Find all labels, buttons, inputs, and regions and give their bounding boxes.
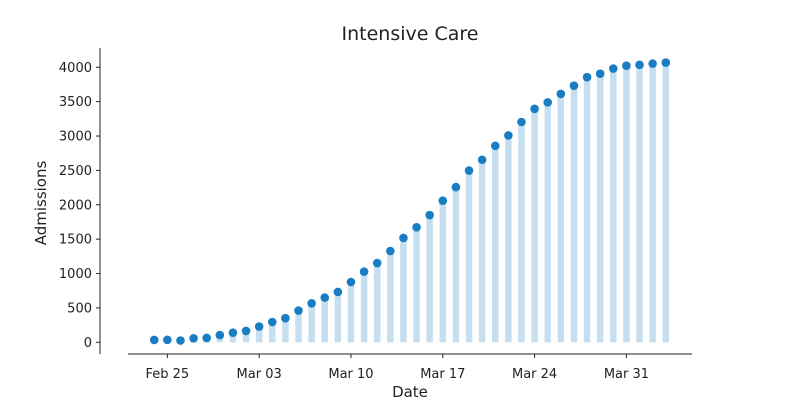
bar xyxy=(347,282,355,343)
bar xyxy=(387,250,394,343)
bar xyxy=(426,215,433,343)
data-point xyxy=(215,330,225,340)
data-point xyxy=(517,117,526,127)
bar xyxy=(308,303,315,343)
data-point xyxy=(202,333,211,343)
data-point xyxy=(477,155,487,165)
data-point xyxy=(294,306,303,315)
bar xyxy=(518,121,525,343)
bar xyxy=(269,322,276,343)
bar xyxy=(255,326,263,343)
data-point xyxy=(464,166,474,175)
bar xyxy=(478,159,486,343)
x-tick-label: Mar 24 xyxy=(512,367,557,382)
x-axis-title: Date xyxy=(392,383,428,400)
y-tick-label: 3000 xyxy=(59,130,92,145)
bar xyxy=(321,297,328,343)
data-point xyxy=(267,317,277,327)
bar xyxy=(505,135,512,343)
bar xyxy=(492,145,499,343)
bar xyxy=(557,93,565,343)
bar xyxy=(334,291,342,343)
data-point xyxy=(556,89,566,99)
points-layer xyxy=(149,58,671,345)
data-point xyxy=(451,182,461,192)
bar xyxy=(229,332,237,343)
bar xyxy=(439,200,447,343)
data-point xyxy=(386,246,395,256)
data-point xyxy=(228,328,238,337)
data-point xyxy=(530,104,539,114)
data-point xyxy=(661,58,671,67)
x-tick-label: Mar 31 xyxy=(604,367,649,382)
data-point xyxy=(412,223,421,232)
bar xyxy=(360,271,368,343)
x-tick-label: Mar 03 xyxy=(237,367,282,382)
data-point xyxy=(569,81,579,90)
y-tick-label: 0 xyxy=(84,336,92,351)
y-tick-label: 2000 xyxy=(59,198,92,213)
data-point xyxy=(333,287,343,297)
data-point xyxy=(320,293,330,302)
bars-layer xyxy=(150,62,670,343)
data-point xyxy=(254,322,264,331)
bar xyxy=(295,310,302,343)
data-point xyxy=(582,72,592,82)
data-point xyxy=(490,141,500,151)
data-point xyxy=(425,210,434,220)
y-tick-label: 500 xyxy=(67,301,92,316)
data-point xyxy=(438,196,448,205)
chart-title: Intensive Care xyxy=(342,23,479,45)
axes-layer xyxy=(99,48,692,355)
bar xyxy=(636,64,643,343)
bar xyxy=(570,85,578,343)
data-point xyxy=(176,336,185,345)
data-point xyxy=(543,98,553,107)
x-tick-label: Mar 10 xyxy=(328,367,373,382)
bar xyxy=(610,68,617,343)
bar xyxy=(282,318,289,343)
bar xyxy=(373,263,381,343)
bar xyxy=(596,73,604,343)
data-point xyxy=(307,299,316,308)
bar xyxy=(400,237,407,343)
bar xyxy=(583,77,591,343)
data-point xyxy=(189,334,198,343)
y-tick-label: 3500 xyxy=(59,95,92,110)
y-tick-label: 1500 xyxy=(59,233,92,248)
data-point xyxy=(281,313,290,323)
bar xyxy=(531,108,538,343)
data-point xyxy=(346,277,356,287)
y-axis-title: Admissions xyxy=(32,161,50,246)
data-point xyxy=(149,335,159,345)
data-point xyxy=(504,131,513,140)
x-ticks: Feb 25 Mar 03 Mar 10 Mar 17 Mar 24 Mar 31 xyxy=(145,354,649,382)
data-point xyxy=(359,267,369,276)
bar xyxy=(452,187,460,343)
y-tick-label: 1000 xyxy=(59,267,92,282)
data-point xyxy=(399,233,408,243)
bar xyxy=(465,170,473,343)
bar xyxy=(544,102,551,343)
data-point xyxy=(372,258,382,268)
y-tick-label: 4000 xyxy=(59,61,92,76)
bar xyxy=(662,62,670,343)
data-point xyxy=(635,60,644,70)
data-point xyxy=(241,326,251,336)
data-point xyxy=(609,64,618,73)
data-point xyxy=(622,61,631,70)
bar xyxy=(413,227,420,343)
bar xyxy=(242,330,250,343)
x-tick-label: Feb 25 xyxy=(145,367,189,382)
data-point xyxy=(595,69,605,79)
data-point xyxy=(648,59,657,68)
data-point xyxy=(163,335,172,345)
y-tick-label: 2500 xyxy=(59,164,92,179)
bar xyxy=(623,65,630,343)
x-tick-label: Mar 17 xyxy=(420,367,465,382)
bar xyxy=(649,63,656,343)
y-ticks: 0 500 1000 1500 2000 2500 3000 3500 4000 xyxy=(59,61,100,351)
